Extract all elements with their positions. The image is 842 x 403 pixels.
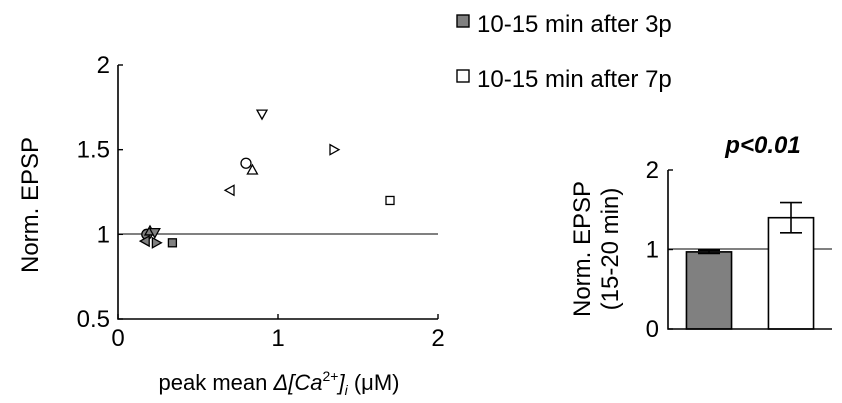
bar-bars — [685, 201, 815, 330]
scatter-point — [385, 195, 395, 206]
error-bar — [698, 249, 720, 255]
scatter-y-axis-label: Norm. EPSP — [17, 137, 44, 273]
bar-y-ticks: 0 1 2 — [646, 157, 673, 343]
scatter-y-ticks: 0.5 1 1.5 2 — [77, 52, 123, 333]
scatter-x-axis-label: peak mean Δ[Ca2+]i (μM) — [159, 368, 400, 398]
bar-y-axis-label-line1: Norm. EPSP — [569, 181, 596, 317]
scatter-y-tick-label: 2 — [97, 52, 110, 79]
bar — [767, 216, 815, 330]
bar-y-tick-label: 0 — [646, 316, 659, 343]
legend-swatch-7p — [456, 69, 470, 83]
scatter-x-tick-label: 2 — [431, 325, 444, 352]
scatter-point — [167, 238, 178, 248]
scatter-point — [240, 157, 252, 169]
legend-swatch-3p — [456, 14, 470, 28]
scatter-x-tick-label: 0 — [111, 325, 124, 352]
bar-panel: p<0.01 0 1 2 Norm. EPSP (15-20 min) — [569, 132, 832, 343]
bar — [685, 251, 733, 330]
legend: 10-15 min after 3p 10-15 min after 7p — [456, 11, 672, 93]
scatter-panel: 0.5 1 1.5 2 0 1 2 Norm. EPSP peak mean Δ[Ca2+… — [17, 52, 445, 398]
scatter-point — [151, 236, 163, 249]
legend-label-7p: 10-15 min after 7p — [477, 66, 672, 93]
bar-chart-title: p<0.01 — [724, 132, 800, 159]
error-bar — [780, 201, 802, 234]
scatter-point — [255, 109, 269, 121]
scatter-points — [138, 109, 395, 249]
scatter-point — [246, 163, 259, 175]
scatter-y-tick-label: 1 — [97, 221, 110, 248]
bar-y-tick-label: 1 — [646, 237, 659, 264]
scatter-axes — [117, 65, 438, 320]
scatter-point — [329, 143, 341, 156]
scatter-x-ticks: 0 1 2 — [111, 314, 445, 352]
bar-y-tick-label: 2 — [646, 157, 659, 184]
scatter-point — [148, 227, 161, 239]
scatter-point — [223, 184, 235, 197]
scatter-y-tick-label: 1.5 — [77, 137, 110, 164]
legend-label-3p: 10-15 min after 3p — [477, 11, 672, 38]
scatter-point — [138, 235, 150, 248]
scatter-x-tick-label: 1 — [271, 325, 284, 352]
bar-y-axis-label-line2: (15-20 min) — [597, 188, 624, 311]
scatter-y-tick-label: 0.5 — [77, 306, 110, 333]
